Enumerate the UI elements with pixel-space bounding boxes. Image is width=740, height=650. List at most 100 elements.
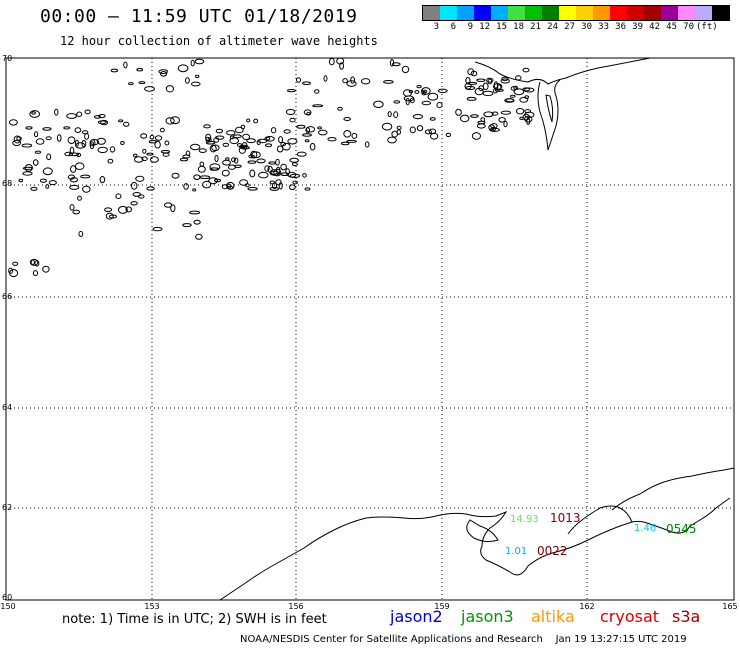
ice-floe — [247, 160, 257, 164]
ice-floe — [12, 261, 19, 266]
ice-floe — [421, 100, 432, 106]
ice-floe — [67, 136, 76, 144]
ice-floe — [185, 150, 191, 156]
ice-floe — [493, 88, 498, 94]
ice-floe — [314, 89, 320, 94]
lat-label-70: 70 — [2, 54, 12, 63]
ice-floe — [226, 130, 236, 136]
ice-floe — [75, 142, 86, 149]
lat-label-66: 66 — [2, 292, 12, 301]
ice-floe — [246, 118, 251, 123]
ice-floe — [22, 166, 33, 170]
ice-floe — [140, 133, 148, 139]
ice-floe — [99, 176, 106, 184]
ice-floe — [258, 171, 269, 179]
ice-floe — [32, 159, 39, 166]
obs-time-1: 1013 — [550, 511, 581, 525]
legend-value: 3 — [433, 22, 439, 32]
ice-floe — [233, 157, 239, 164]
satellite-s3a: s3a — [672, 607, 701, 626]
ice-floe — [283, 129, 291, 134]
ice-floe — [229, 135, 235, 140]
ice-floe — [437, 88, 448, 94]
ice-floe — [526, 117, 531, 125]
ice-floe — [191, 81, 201, 87]
ice-floe — [350, 76, 356, 84]
ice-floe — [287, 138, 298, 145]
ice-floe — [513, 88, 525, 96]
ice-floe — [182, 223, 192, 228]
ice-floe — [487, 78, 493, 85]
ice-floe — [471, 132, 481, 140]
ice-floe — [505, 98, 514, 103]
ice-floe — [146, 186, 155, 191]
ice-floe — [123, 121, 130, 127]
ice-floe — [69, 177, 79, 183]
ice-floe — [118, 119, 124, 123]
ice-floe — [105, 212, 114, 220]
ice-floe — [94, 115, 101, 119]
ice-floe — [393, 100, 401, 104]
ice-floe — [215, 128, 224, 134]
ice-floe — [275, 158, 280, 166]
ice-floe — [63, 126, 71, 130]
ice-floe — [115, 193, 122, 199]
observations: 14.93 1013 1.01 0022 1.46 0545 — [505, 511, 697, 558]
satellite-jason2: jason2 — [390, 607, 443, 626]
ice-floe — [45, 184, 50, 189]
ice-floe — [396, 125, 402, 130]
ice-floe — [189, 210, 201, 215]
ice-floe — [208, 177, 218, 185]
ice-floe — [421, 91, 427, 96]
ice-floe — [257, 138, 268, 144]
ice-floe — [165, 117, 175, 125]
ice-floe — [327, 137, 337, 142]
ice-floe — [29, 110, 41, 118]
ice-floe — [48, 180, 57, 186]
ice-floe — [524, 111, 535, 119]
legend-swatch — [491, 6, 508, 20]
ice-floe — [13, 135, 21, 144]
ice-floe — [67, 174, 76, 180]
ice-floe — [148, 140, 158, 144]
ice-floe — [491, 111, 499, 116]
ice-floe — [76, 111, 83, 117]
ice-floe — [396, 129, 401, 135]
ice-floe — [381, 122, 393, 131]
ice-floe — [436, 102, 443, 109]
ice-floe — [409, 126, 416, 134]
ice-floe — [164, 202, 173, 208]
obs-swh-1: 14.93 — [510, 514, 539, 525]
ice-floe — [190, 59, 195, 67]
ice-floe — [486, 77, 494, 83]
ice-floe — [291, 162, 298, 167]
legend-value: 39 — [632, 22, 643, 32]
ice-floe — [289, 173, 301, 178]
ice-floe — [522, 67, 530, 73]
ice-floe — [523, 87, 535, 93]
ice-floe — [120, 141, 125, 145]
ice-floe — [264, 165, 270, 172]
ice-floe — [154, 135, 163, 141]
legend-value: 24 — [547, 22, 558, 32]
ice-floe — [497, 84, 502, 91]
ice-floe — [30, 186, 38, 191]
obs-time-3: 0545 — [666, 522, 697, 536]
ice-floe — [467, 68, 475, 76]
ice-floe — [56, 134, 62, 142]
ice-floe — [276, 166, 281, 175]
legend-value: 6 — [450, 22, 456, 32]
ice-floe — [373, 100, 384, 109]
ice-floe — [256, 158, 266, 164]
ice-floe — [34, 260, 40, 267]
ice-floe — [445, 132, 452, 138]
coastline-siberia — [474, 57, 651, 151]
legend-swatch — [508, 6, 525, 20]
ice-floe — [306, 112, 312, 116]
ice-floe — [34, 150, 42, 154]
ice-floe — [46, 153, 52, 161]
legend-swatch — [525, 6, 542, 20]
map-title: 00:00 – 11:59 UTC 01/18/2019 — [40, 6, 358, 27]
ice-floe — [280, 172, 290, 176]
